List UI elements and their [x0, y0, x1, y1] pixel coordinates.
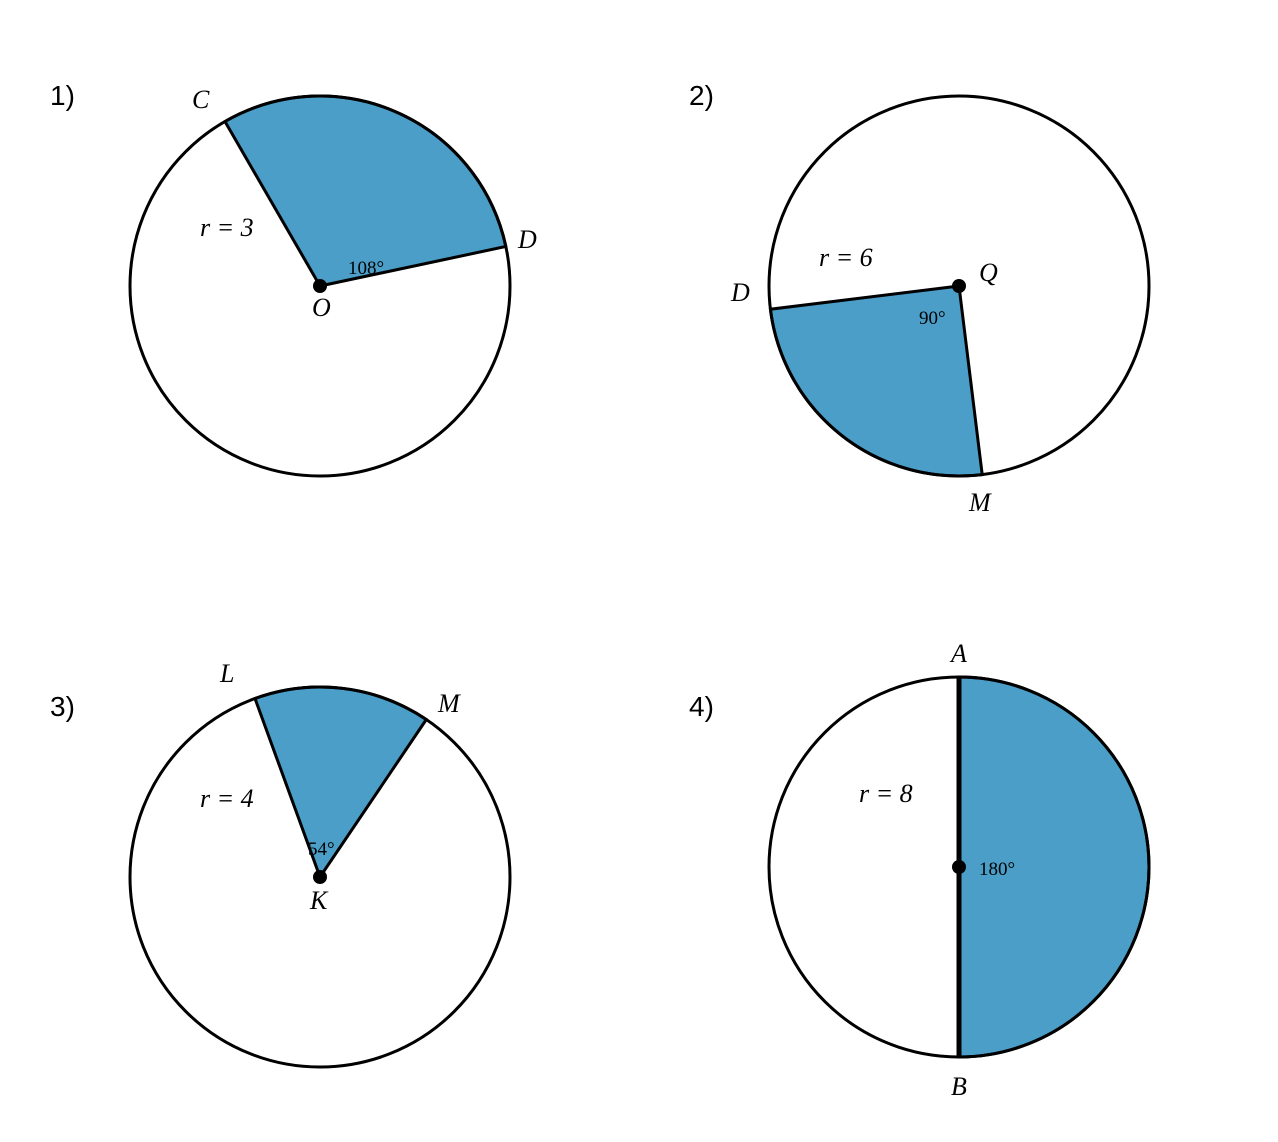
point-label-M3: M: [437, 689, 461, 718]
radius-label-2: r = 6: [819, 243, 873, 272]
point-label-M2: M: [968, 488, 992, 517]
circle-diagram-4: 180° r = 8 A B: [709, 607, 1209, 1107]
problem-number-2: 2): [689, 80, 714, 112]
point-label-C: C: [192, 85, 210, 114]
point-label-L: L: [219, 659, 234, 688]
problem-number-4: 4): [689, 691, 714, 723]
problem-number-1: 1): [50, 80, 75, 112]
center-label-2: Q: [979, 258, 998, 287]
angle-label-3: 54°: [308, 839, 335, 860]
radius-label-3: r = 4: [200, 784, 254, 813]
angle-label-2: 90°: [919, 308, 946, 329]
problem-cell-2: 2) 90° Q r = 6 D M: [639, 0, 1278, 571]
sector-3: [255, 687, 426, 877]
point-label-D: D: [517, 225, 537, 254]
center-dot-2: [952, 279, 966, 293]
radius-label-1: r = 3: [200, 213, 254, 242]
problem-cell-1: 1) 108° O r = 3 C D: [0, 0, 639, 571]
problem-grid: 1) 108° O r = 3 C D 2): [0, 0, 1278, 1142]
circle-diagram-3: 54° K r = 4 L M: [70, 607, 570, 1107]
point-label-A: A: [949, 639, 967, 668]
point-label-D2: D: [730, 278, 750, 307]
center-label-1: O: [312, 293, 331, 322]
center-label-3: K: [309, 886, 329, 915]
angle-label-4: 180°: [979, 859, 1015, 880]
radius-label-4: r = 8: [859, 779, 913, 808]
circle-diagram-1: 108° O r = 3 C D: [70, 36, 570, 536]
center-dot-4: [952, 860, 966, 874]
circle-diagram-2: 90° Q r = 6 D M: [709, 36, 1209, 536]
point-label-B: B: [951, 1072, 967, 1101]
angle-label-1: 108°: [348, 258, 384, 279]
problem-cell-3: 3) 54° K r = 4 L M: [0, 571, 639, 1142]
sector-2: [770, 286, 982, 476]
center-dot-1: [313, 279, 327, 293]
problem-cell-4: 4) 180° r = 8 A B: [639, 571, 1278, 1142]
problem-number-3: 3): [50, 691, 75, 723]
center-dot-3: [313, 870, 327, 884]
